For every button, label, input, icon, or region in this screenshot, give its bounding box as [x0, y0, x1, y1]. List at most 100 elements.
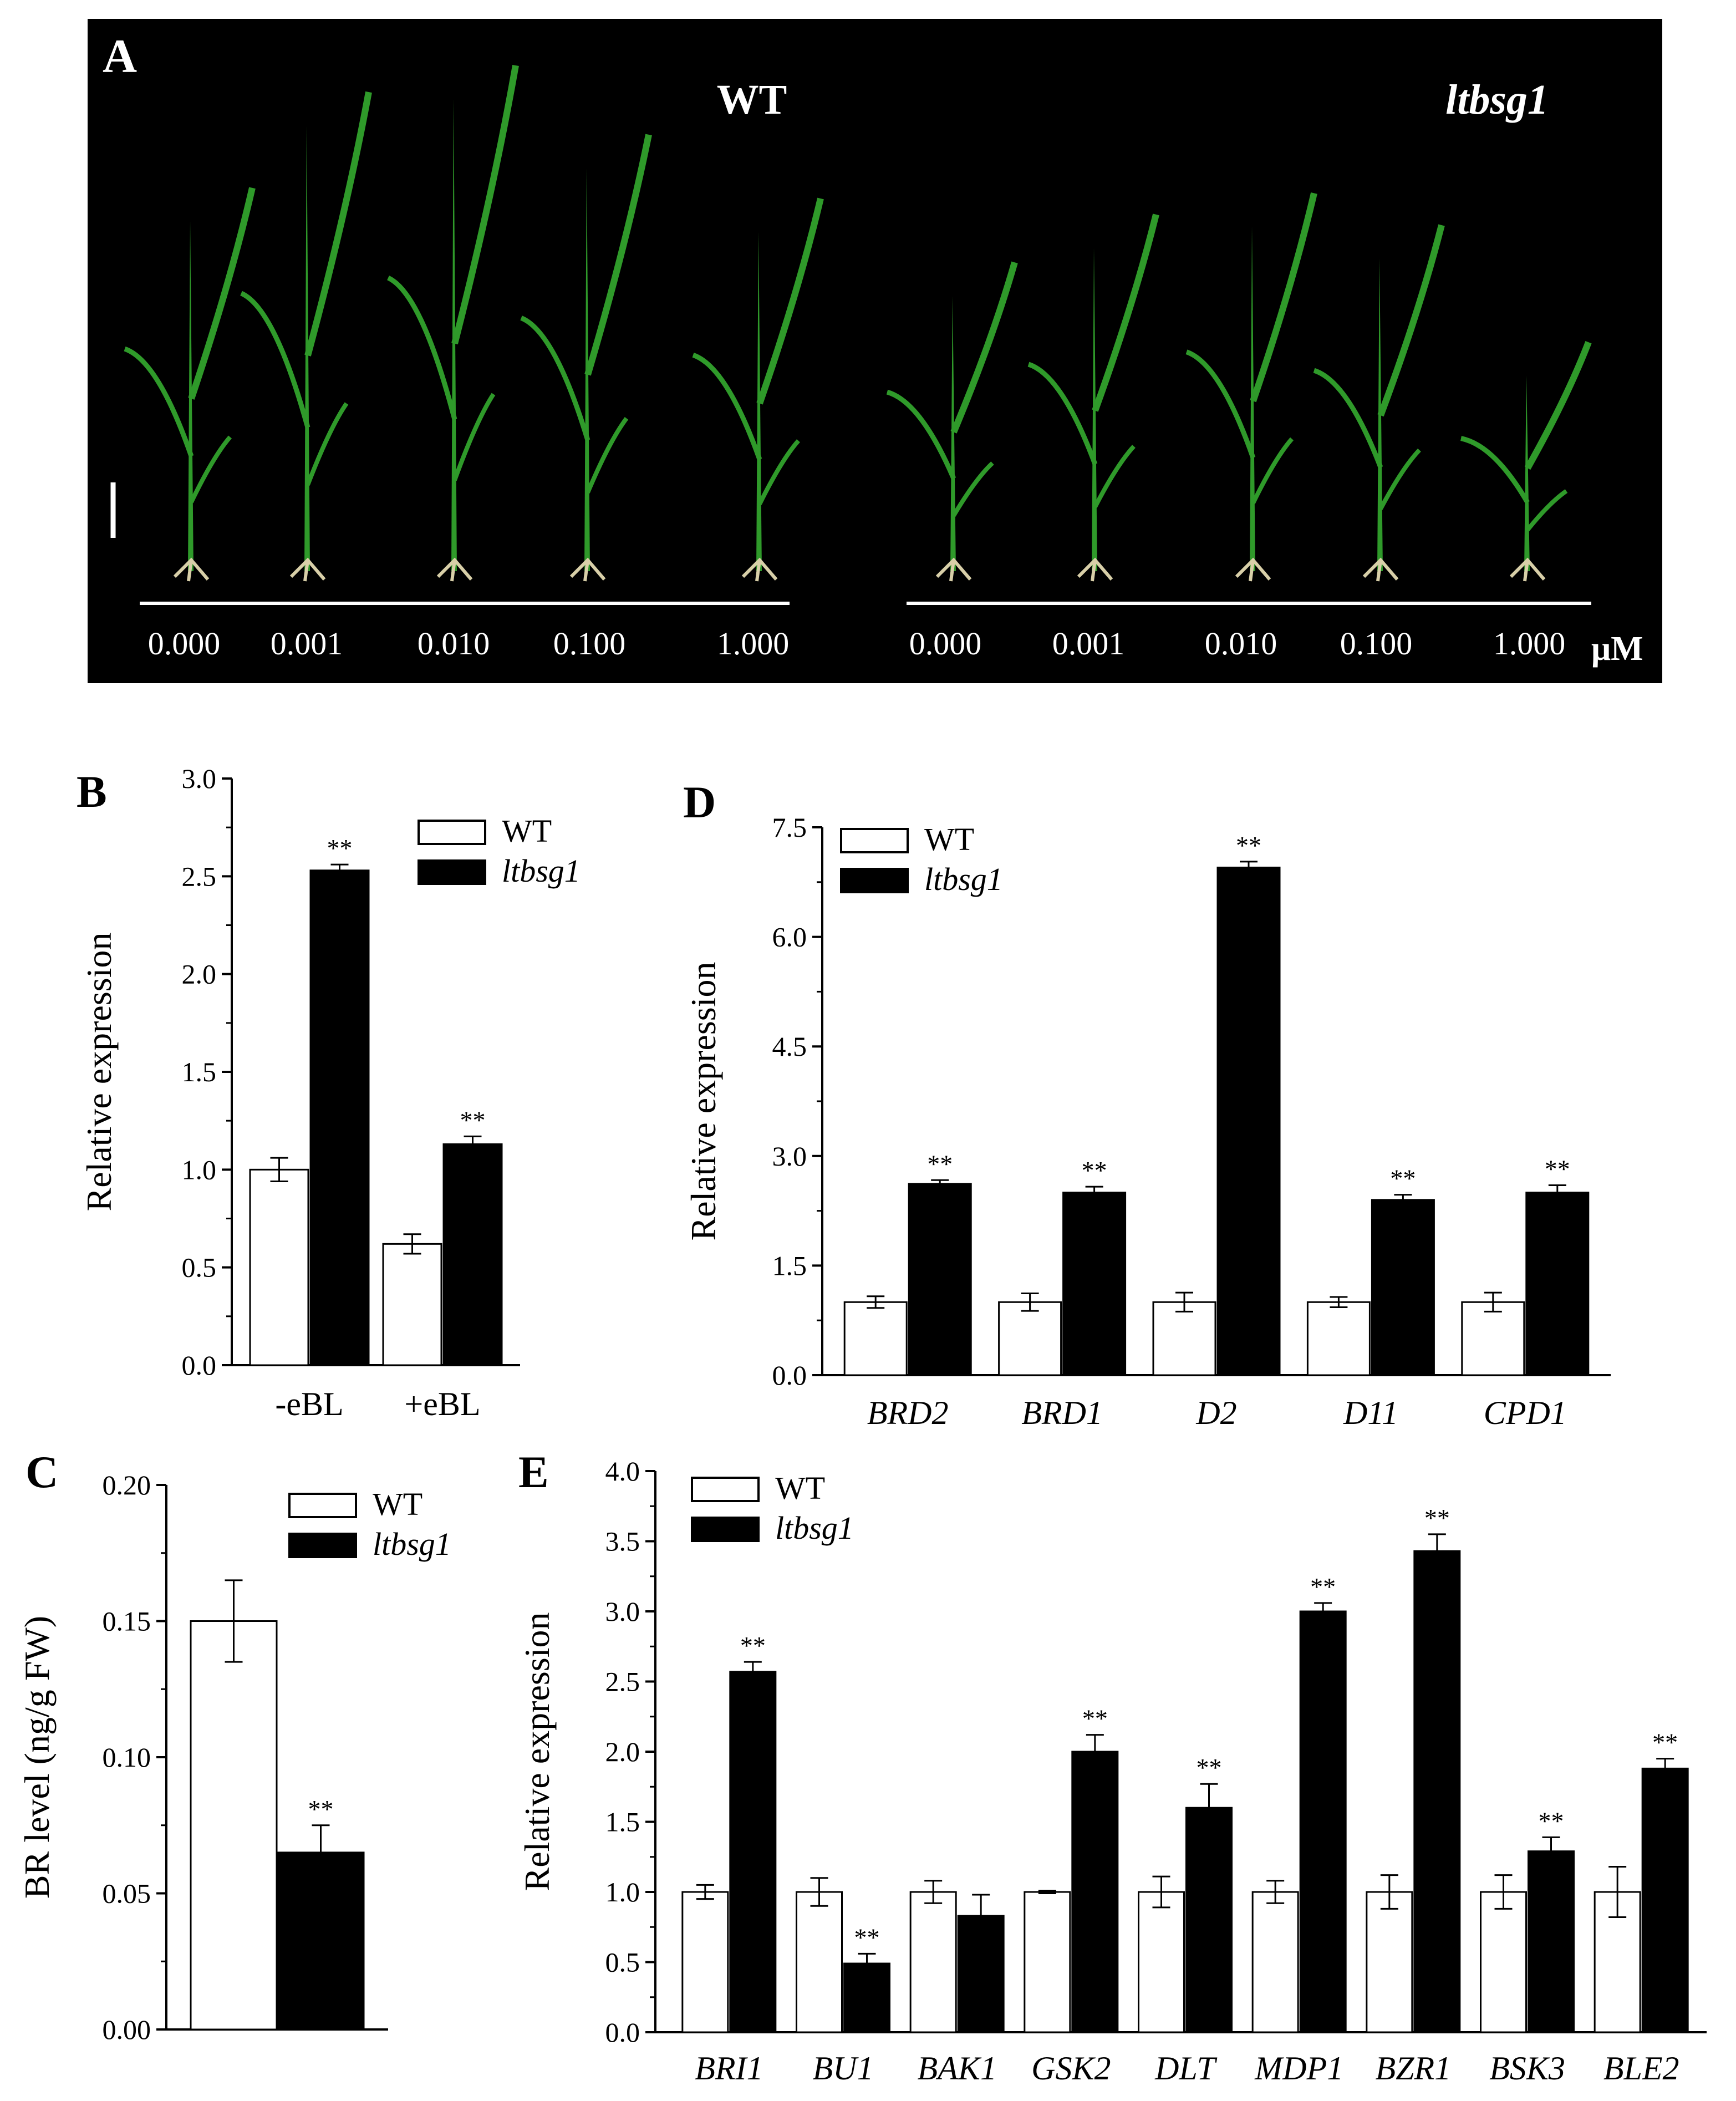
panel-letter: C	[26, 1447, 58, 1497]
legend-label-wt: WT	[373, 1486, 422, 1522]
seedling-mutant-2	[1027, 213, 1159, 582]
significance-marker: **	[460, 1106, 486, 1134]
mutant-label: ltbsg1	[1445, 77, 1549, 123]
wt-concentration-label: 0.000	[148, 625, 221, 662]
category-label: DLT	[1154, 2050, 1217, 2087]
legend-swatch-mutant	[691, 1517, 760, 1542]
y-tick-label: 0.0	[772, 1360, 807, 1391]
significance-marker: **	[1652, 1728, 1678, 1757]
wt-bar	[1461, 1301, 1525, 1376]
legend-label-wt: WT	[775, 1470, 825, 1506]
seedling-wt-2	[240, 91, 372, 582]
seedling-leaf	[756, 197, 824, 405]
category-label: BRI1	[695, 2050, 763, 2087]
legend-label-wt: WT	[502, 813, 552, 849]
legend-swatch-wt	[840, 828, 909, 853]
legend-swatch-mutant	[418, 859, 486, 885]
seedling-leaf	[1251, 437, 1294, 505]
legend-label-wt: WT	[924, 821, 974, 857]
significance-marker: **	[854, 1923, 880, 1951]
seedling-root	[289, 557, 326, 582]
seedling-root	[1362, 557, 1399, 582]
significance-marker: **	[1082, 1705, 1108, 1733]
panel-letter: E	[518, 1447, 549, 1497]
mutant-bar	[1528, 1850, 1575, 2033]
seedling-leaf	[1377, 224, 1445, 417]
significance-marker: **	[1082, 1156, 1107, 1184]
y-axis-title: BR level (ng/g FW)	[17, 1616, 57, 1899]
significance-marker: **	[308, 1795, 334, 1823]
wt-bar	[190, 1620, 278, 2031]
unit-label: μM	[1591, 630, 1643, 668]
significance-marker: **	[1545, 1154, 1570, 1183]
seedling-leaf	[451, 64, 519, 345]
wt-bar	[1138, 1891, 1185, 2033]
mutant-bar	[1216, 866, 1281, 1376]
seedling-leaf	[586, 417, 629, 494]
seedling-mutant-1	[886, 261, 1018, 582]
legend-label-mutant: ltbsg1	[502, 853, 581, 889]
wt-bar	[998, 1301, 1062, 1376]
seedling-stem	[1524, 375, 1530, 571]
seedling-root	[1509, 557, 1546, 582]
y-tick-label: 1.0	[605, 1876, 640, 1907]
y-tick-label: 2.0	[182, 959, 217, 990]
seedling-root	[569, 557, 606, 582]
mutant-bar	[309, 869, 370, 1366]
seedling-root	[741, 557, 778, 582]
wt-bar	[1480, 1891, 1527, 2033]
wt-bar	[249, 1168, 309, 1366]
category-label: BU1	[813, 2050, 874, 2087]
wt-bar	[1306, 1301, 1371, 1376]
mutant-concentration-label: 0.000	[909, 625, 982, 662]
y-tick-label: 0.15	[103, 1606, 151, 1637]
mutant-bar	[1071, 1751, 1119, 2033]
mutant-bar	[908, 1183, 972, 1376]
y-tick-label: 0.0	[605, 2017, 640, 2048]
seedling-wt-4	[520, 134, 652, 582]
mutant-concentration-label: 0.001	[1052, 625, 1125, 662]
category-label: BLE2	[1603, 2050, 1679, 2087]
y-tick-label: 1.5	[182, 1056, 217, 1087]
wt-bar	[1251, 1891, 1299, 2033]
y-tick-label: 0.05	[103, 1878, 151, 1909]
wt-concentration-label: 0.001	[271, 625, 343, 662]
panel-a-background	[88, 19, 1662, 683]
wt-bar	[382, 1243, 442, 1366]
legend: WT ltbsg1	[691, 1470, 854, 1546]
mutant-bar	[442, 1143, 503, 1366]
panel-letter: D	[683, 777, 716, 827]
seedling-leaf	[1093, 445, 1136, 508]
seedling-leaf	[1460, 436, 1530, 504]
legend-label-mutant: ltbsg1	[373, 1526, 451, 1562]
seedling-leaf	[584, 134, 652, 376]
category-label: BZR1	[1375, 2050, 1451, 2087]
wt-bar	[1152, 1301, 1216, 1376]
seedling-wt-1	[124, 187, 256, 582]
seedling-mutant-5	[1460, 341, 1592, 582]
seedling-leaf	[452, 393, 496, 481]
seedling-leaf	[1185, 349, 1256, 459]
y-axis-title: Relative expression	[79, 933, 119, 1212]
wt-bar	[681, 1891, 729, 2033]
y-tick-label: 1.0	[182, 1154, 217, 1185]
concentration-labels: 0.000 0.001 0.010 0.100 1.000 0.000 0.001 0.010…	[148, 625, 1566, 662]
seedling-leaf	[520, 316, 590, 441]
wt-concentration-label: 0.100	[553, 625, 626, 662]
seedling-stem	[950, 296, 956, 571]
chart-c: C 0.00 0.05 0.10 0.15 0.20 BR level (ng/g FW) *…	[17, 1447, 451, 2045]
y-tick-label: 4.0	[605, 1456, 640, 1487]
significance-marker: **	[1539, 1807, 1564, 1835]
y-axis-title: Relative expression	[517, 1612, 557, 1891]
wt-concentration-label: 1.000	[717, 625, 790, 662]
significance-marker: **	[927, 1149, 953, 1178]
mutant-bar	[1413, 1550, 1461, 2033]
y-tick-label: 0.0	[182, 1350, 217, 1381]
y-tick-label: 0.20	[103, 1469, 151, 1500]
category-label: BRD1	[1021, 1395, 1103, 1431]
y-tick-label: 0.10	[103, 1742, 151, 1773]
mutant-bar	[1062, 1192, 1127, 1376]
seedling-leaf	[951, 461, 994, 517]
chart-b: B 0.0 0.5 1.0 1.5 2.0 2.5 3.0 Relative expressio…	[77, 763, 581, 1422]
